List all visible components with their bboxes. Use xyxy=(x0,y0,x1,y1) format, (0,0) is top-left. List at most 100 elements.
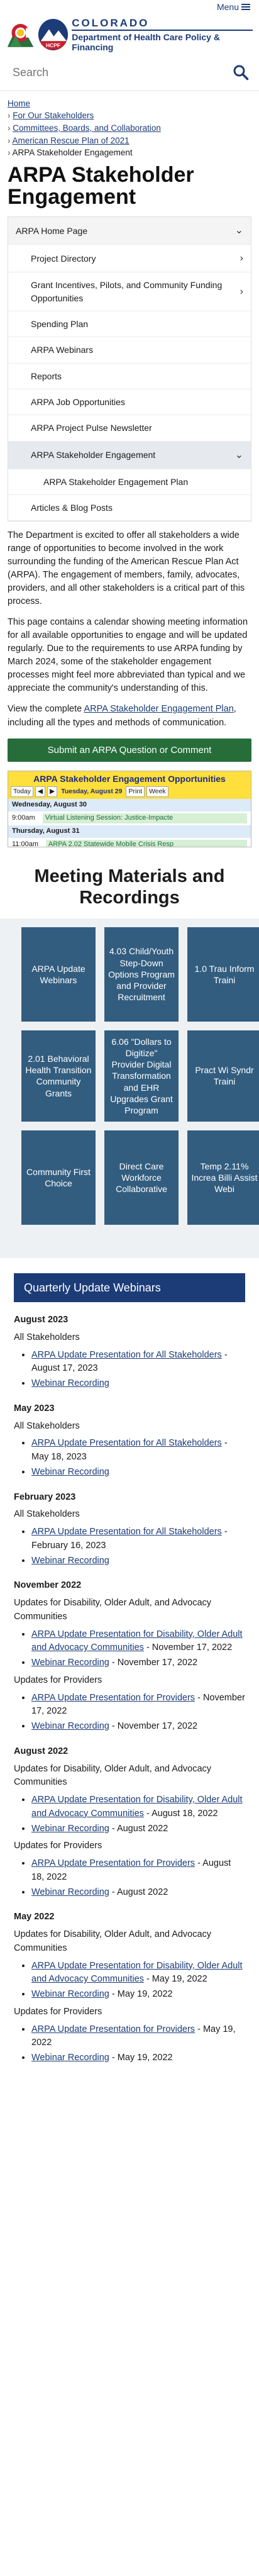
meeting-tile[interactable]: ARPA Update Webinars xyxy=(21,927,96,1022)
meeting-tile[interactable]: Community First Choice xyxy=(21,1130,96,1225)
sidenav-item[interactable]: ARPA Stakeholder Engagement Plan xyxy=(8,469,251,495)
update-link[interactable]: ARPA Update Presentation for Disability,… xyxy=(31,1629,243,1653)
sidenav-item-label: Project Directory xyxy=(31,253,96,264)
page-title: ARPA Stakeholder Engagement xyxy=(8,162,194,209)
calendar-prev-button[interactable]: ◀ xyxy=(35,786,46,798)
update-link-item: Webinar Recording xyxy=(31,1377,245,1391)
calendar-event-title: Virtual Listening Session: Justice-Impac… xyxy=(42,813,247,824)
sidenav-item[interactable]: Grant Incentives, Pilots, and Community … xyxy=(8,272,251,312)
update-month-heading: May 2023 xyxy=(14,1403,55,1413)
sidenav-item-label: ARPA Project Pulse Newsletter xyxy=(31,423,152,433)
update-link[interactable]: Webinar Recording xyxy=(31,2053,109,2063)
chevron-down-icon[interactable]: ⌄ xyxy=(234,225,243,237)
meeting-tile[interactable]: 4.03 Child/Youth Step-Down Options Progr… xyxy=(104,927,179,1022)
update-link[interactable]: Webinar Recording xyxy=(31,1887,109,1897)
update-link[interactable]: ARPA Update Presentation for All Stakeho… xyxy=(31,1438,222,1449)
update-link-date: - November 17, 2022 xyxy=(31,1692,245,1717)
chevron-right-icon[interactable]: › xyxy=(240,253,243,264)
calendar-event[interactable]: 9:00am Virtual Listening Session: Justice… xyxy=(8,811,251,825)
update-link[interactable]: ARPA Update Presentation for Providers xyxy=(31,1692,196,1703)
update-link-list: ARPA Update Presentation for All Stakeho… xyxy=(31,1525,245,1568)
update-audience-label: Updates for Disability, Older Adult, and… xyxy=(14,1929,212,1953)
breadcrumb-item: Home xyxy=(8,98,251,110)
sidenav-item[interactable]: Articles & Blog Posts xyxy=(8,495,251,521)
sidenav-item-label: ARPA Stakeholder Engagement Plan xyxy=(43,476,189,487)
update-link-item: Webinar Recording xyxy=(31,1554,245,1568)
update-link[interactable]: ARPA Update Presentation for Disability,… xyxy=(31,1795,243,1819)
update-link-list: ARPA Update Presentation for Disability,… xyxy=(31,1793,245,1836)
intro-p3-before: View the complete xyxy=(8,704,84,715)
calendar-next-button[interactable]: ▶ xyxy=(47,786,58,798)
update-audience-label: Updates for Providers xyxy=(14,2006,102,2017)
update-link[interactable]: ARPA Update Presentation for All Stakeho… xyxy=(31,1527,222,1537)
sidenav-item[interactable]: Spending Plan xyxy=(8,311,251,338)
meeting-tile-label: Temp 2.11% Increa Billi Assist Webi xyxy=(191,1161,258,1195)
meeting-tile[interactable]: 1.0 Trau Inform Traini xyxy=(187,927,259,1022)
chevron-down-icon[interactable]: ⌄ xyxy=(234,449,243,460)
update-link[interactable]: ARPA Update Presentation for All Stakeho… xyxy=(31,1349,222,1360)
update-link-list: ARPA Update Presentation for Disability,… xyxy=(31,1960,245,2002)
breadcrumb-link[interactable]: American Rescue Plan of 2021 xyxy=(12,135,130,145)
hamburger-icon xyxy=(241,3,250,11)
calendar-print-button[interactable]: Print xyxy=(126,786,145,798)
sidenav-item[interactable]: ARPA Webinars xyxy=(8,337,251,364)
engagement-plan-link[interactable]: ARPA Stakeholder Engagement Plan xyxy=(84,704,234,715)
site-logo[interactable]: HCPF COLORADO Department of Health Care … xyxy=(0,14,259,57)
meeting-tile[interactable]: 6.06 "Dollars to Digitize" Provider Digi… xyxy=(104,1030,179,1122)
chevron-right-icon[interactable]: › xyxy=(240,286,243,298)
update-link[interactable]: Webinar Recording xyxy=(31,1721,109,1732)
quarterly-updates-list: August 2023 All Stakeholders ARPA Update P… xyxy=(0,1313,259,2065)
search-input[interactable] xyxy=(13,62,201,83)
update-month-heading: February 2023 xyxy=(14,1492,76,1502)
meeting-tile-label: 1.0 Trau Inform Traini xyxy=(194,963,255,985)
sidenav-item[interactable]: ARPA Project Pulse Newsletter xyxy=(8,415,251,442)
update-link[interactable]: ARPA Update Presentation for Providers xyxy=(31,2024,196,2034)
engagement-calendar[interactable]: ARPA Stakeholder Engagement Opportunitie… xyxy=(8,771,251,848)
update-link[interactable]: ARPA Update Presentation for Disability,… xyxy=(31,1960,243,1985)
meetings-heading: Meeting Materials and Recordings xyxy=(34,866,225,908)
sidenav-item[interactable]: ARPA Job Opportunities xyxy=(8,389,251,416)
calendar-date-range: Tuesday, August 29 xyxy=(61,788,123,796)
breadcrumb-link[interactable]: Home xyxy=(8,98,31,108)
meeting-tile[interactable]: Direct Care Workforce Collaborative xyxy=(104,1130,179,1225)
calendar-agenda: Wednesday, August 30 9:00am Virtual Listen… xyxy=(8,799,251,847)
menu-button[interactable]: Menu xyxy=(217,1,250,13)
logo-department-name: Department of Health Care Policy & Finan… xyxy=(72,31,220,52)
calendar-week-tab[interactable]: Week xyxy=(146,786,168,798)
intro-paragraph-2: This page contains a calendar showing me… xyxy=(8,617,248,694)
breadcrumb: Home For Our Stakeholders Committees, Boar… xyxy=(0,91,259,159)
sidenav-item[interactable]: ARPA Home Page ⌄ xyxy=(8,217,251,245)
breadcrumb-link[interactable]: Committees, Boards, and Collaboration xyxy=(13,123,161,133)
update-link[interactable]: ARPA Update Presentation for Providers xyxy=(31,1858,196,1869)
update-link[interactable]: Webinar Recording xyxy=(31,1555,109,1566)
meeting-tile[interactable]: Temp 2.11% Increa Billi Assist Webi xyxy=(187,1130,259,1225)
search-icon[interactable] xyxy=(233,64,249,81)
update-link[interactable]: Webinar Recording xyxy=(31,1378,109,1389)
top-bar: Menu xyxy=(0,0,259,14)
submit-question-button[interactable]: Submit an ARPA Question or Comment xyxy=(8,738,251,762)
update-link-item: Webinar Recording - May 19, 2022 xyxy=(31,1988,245,2002)
intro-text: The Department is excited to offer all s… xyxy=(0,529,259,729)
meeting-tile[interactable]: Pract Wi Syndr Traini xyxy=(187,1030,259,1122)
update-link[interactable]: Webinar Recording xyxy=(31,1658,109,1668)
hcpf-seal-icon: HCPF xyxy=(38,19,69,51)
meeting-tile[interactable]: 2.01 Behavioral Health Transition Commun… xyxy=(21,1030,96,1122)
update-link[interactable]: Webinar Recording xyxy=(31,1466,109,1477)
sidenav-item[interactable]: Project Directory › xyxy=(8,245,251,273)
update-link[interactable]: Webinar Recording xyxy=(31,1823,109,1834)
calendar-today-button[interactable]: Today xyxy=(11,786,34,798)
breadcrumb-link[interactable]: For Our Stakeholders xyxy=(13,111,94,121)
sidenav-item[interactable]: ARPA Stakeholder Engagement ⌄ xyxy=(8,441,251,469)
sidenav-item-label: Reports xyxy=(31,371,62,381)
update-link-item: Webinar Recording - August 2022 xyxy=(31,1822,245,1836)
update-link[interactable]: Webinar Recording xyxy=(31,1989,109,2000)
breadcrumb-item: For Our Stakeholders xyxy=(8,109,251,122)
sidenav-item[interactable]: Reports xyxy=(8,364,251,389)
calendar-event[interactable]: 11:00am ARPA 2.02 Statewide Mobile Crisis… xyxy=(8,838,251,847)
update-link-date: - May 18, 2023 xyxy=(31,1438,228,1463)
update-month-heading: August 2022 xyxy=(14,1746,69,1756)
sidenav-item-label: ARPA Home Page xyxy=(16,225,88,236)
calendar-toolbar: Today ◀ ▶ Tuesday, August 29 Print Week xyxy=(8,784,251,800)
update-link-date: - May 19, 2022 xyxy=(109,1989,173,2000)
calendar-event-time: 11:00am xyxy=(12,840,38,848)
